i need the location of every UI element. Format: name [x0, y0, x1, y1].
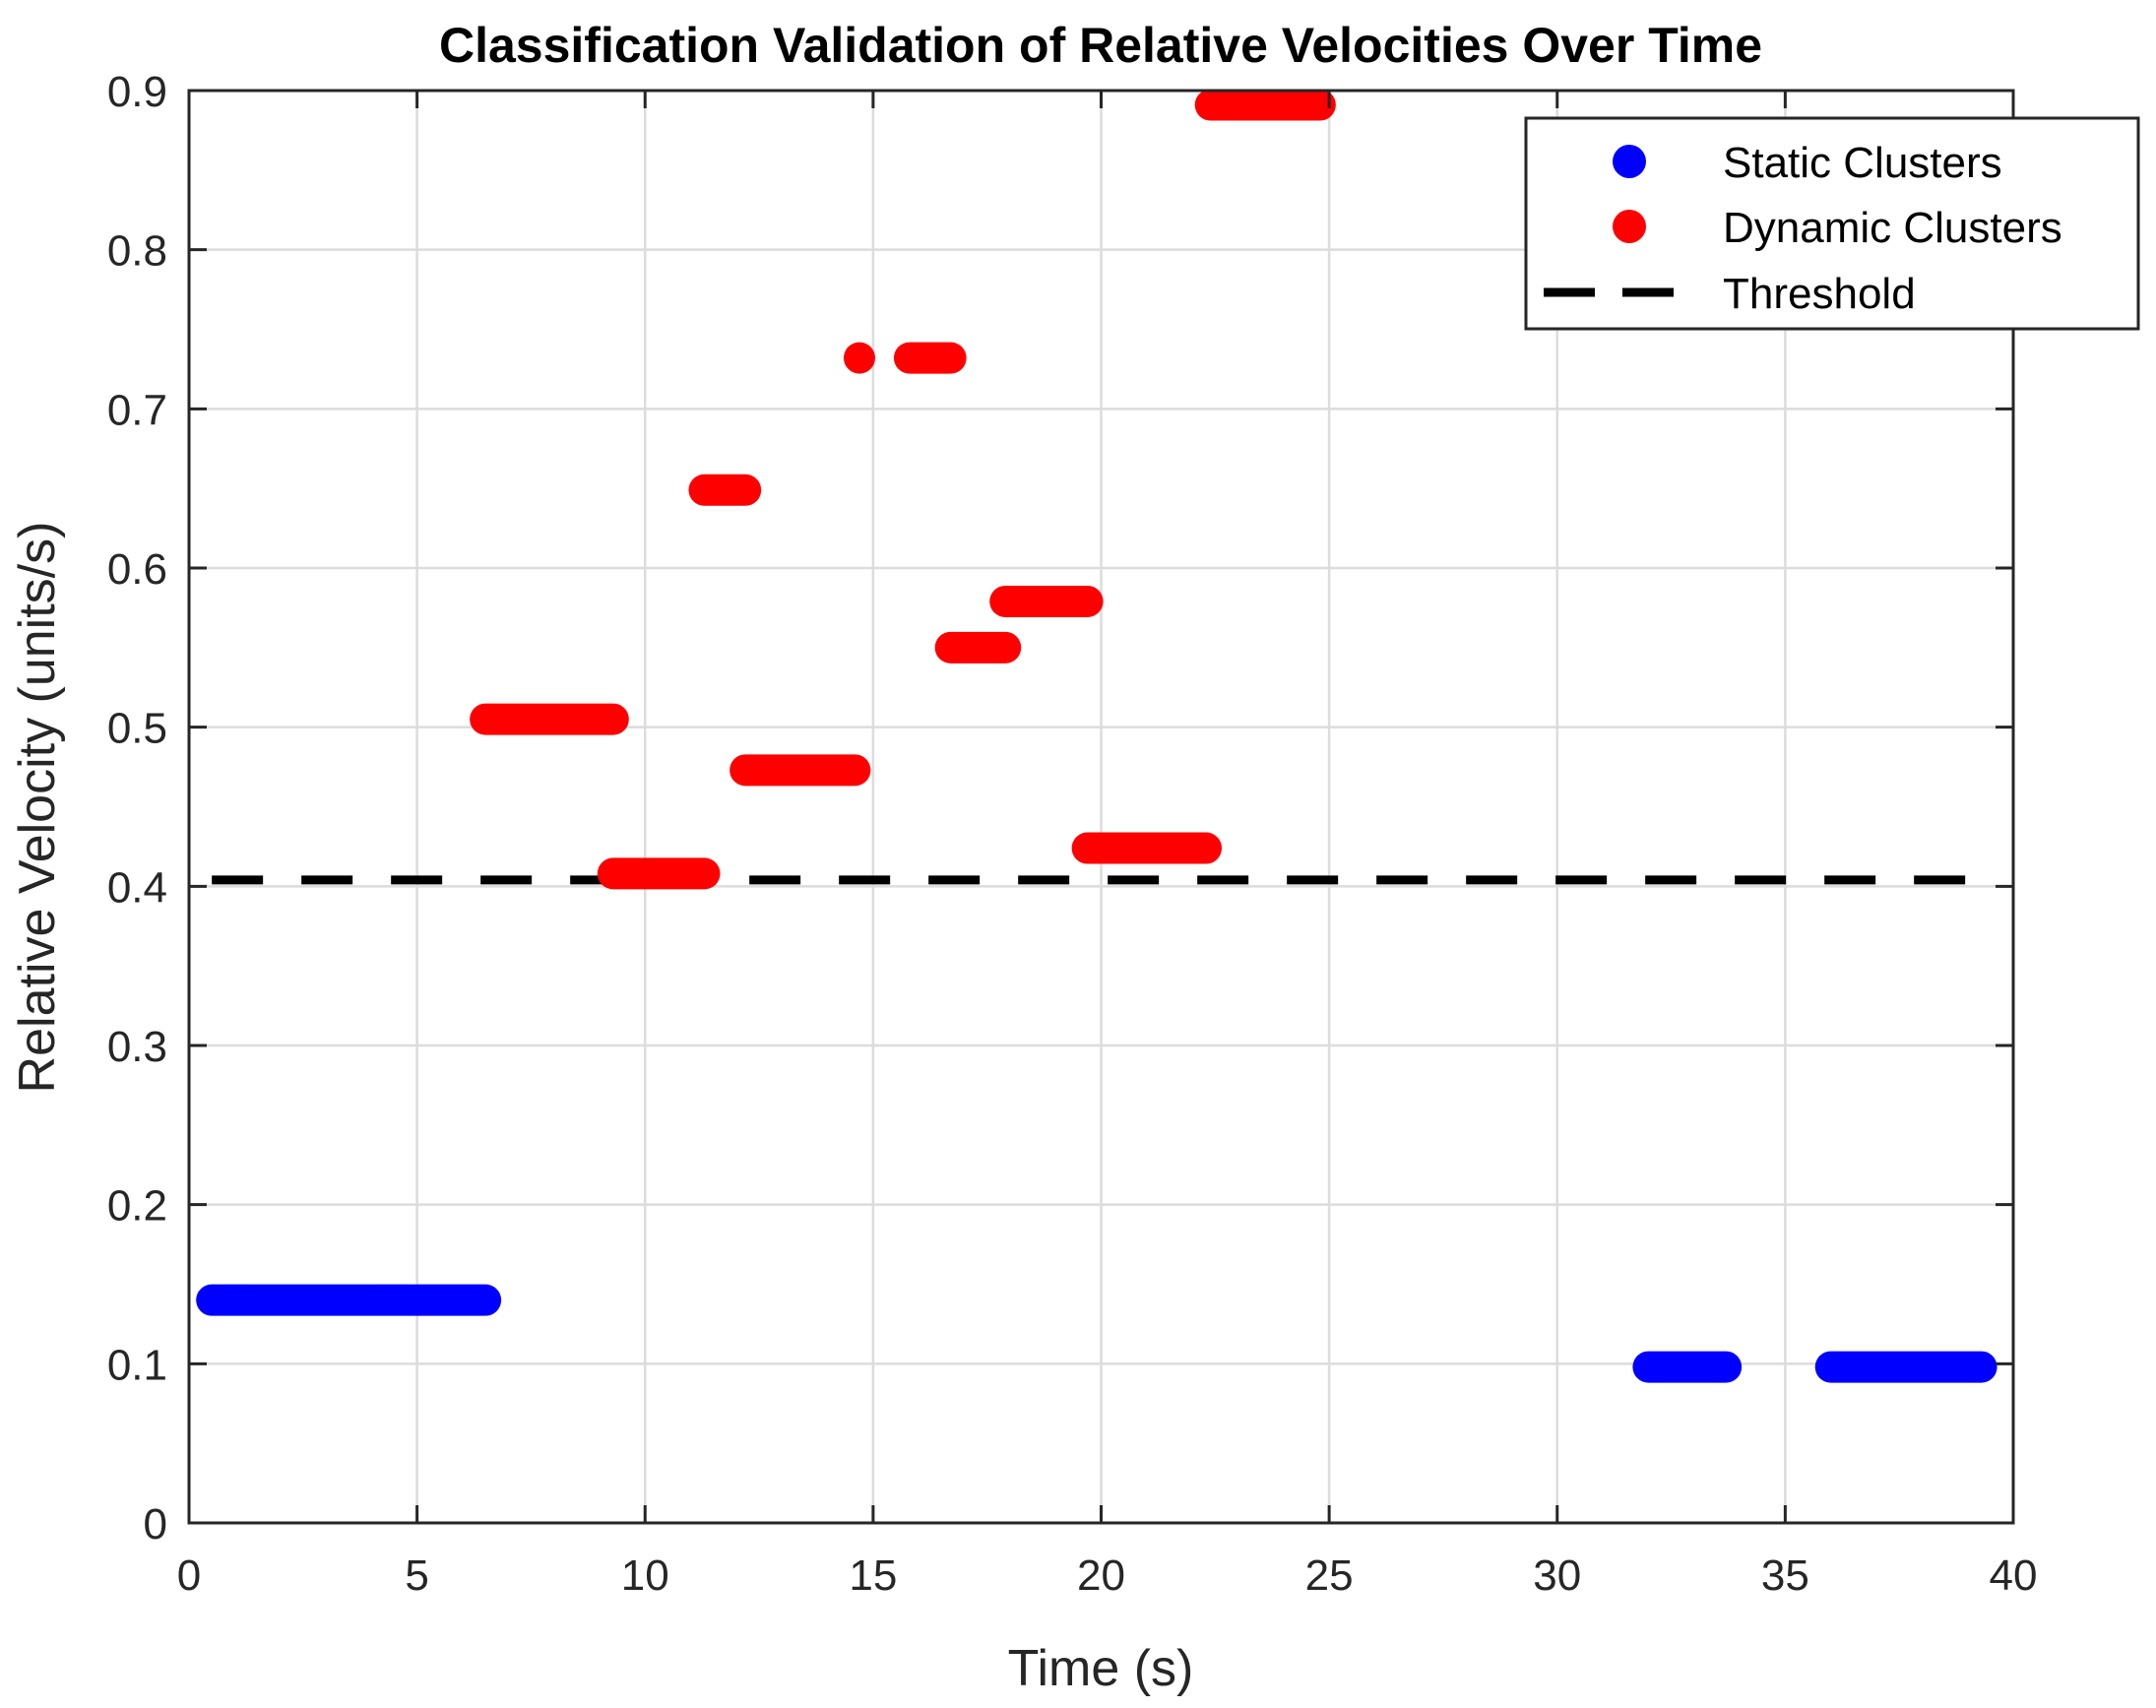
x-tick-label: 15	[849, 1551, 897, 1600]
legend-label-static: Static Clusters	[1723, 139, 2002, 187]
x-tick-label: 40	[1990, 1551, 2038, 1600]
x-tick-label: 30	[1533, 1551, 1581, 1600]
x-tick-label: 10	[621, 1551, 669, 1600]
y-tick-label: 0.8	[107, 227, 167, 276]
y-tick-label: 0.4	[107, 863, 167, 912]
y-tick-label: 0.7	[107, 386, 167, 434]
dynamic-clusters-series	[470, 89, 1336, 890]
x-tick-label: 5	[405, 1551, 428, 1600]
y-tick-label: 0.2	[107, 1182, 167, 1231]
x-axis-label: Time (s)	[1008, 1640, 1194, 1697]
data-series	[196, 89, 1997, 1383]
axis-ticks: 0 5 10 15 20 25 30 35 40 0 0.1 0.2 0.3 0.4 0.5 0.6 0.7 0.…	[107, 68, 2038, 1600]
y-tick-label: 0.6	[107, 545, 167, 594]
legend-label-dynamic: Dynamic Clusters	[1723, 204, 2062, 252]
legend-label-threshold: Threshold	[1723, 270, 1916, 318]
x-tick-label: 0	[177, 1551, 201, 1600]
y-tick-label: 0	[144, 1500, 167, 1549]
y-tick-label: 0.1	[107, 1341, 167, 1389]
y-tick-label: 0.3	[107, 1023, 167, 1071]
y-tick-label: 0.9	[107, 68, 167, 116]
legend-marker-dynamic	[1613, 210, 1646, 243]
y-tick-label: 0.5	[107, 705, 167, 753]
x-tick-label: 35	[1761, 1551, 1809, 1600]
y-axis-label: Relative Velocity (units/s)	[9, 522, 66, 1094]
x-tick-label: 20	[1077, 1551, 1125, 1600]
chart-title: Classification Validation of Relative Ve…	[439, 18, 1762, 73]
legend: Static Clusters Dynamic Clusters Thresho…	[1524, 116, 2140, 331]
x-tick-label: 25	[1305, 1551, 1354, 1600]
static-clusters-series	[196, 1284, 1997, 1383]
legend-marker-static	[1613, 145, 1646, 178]
